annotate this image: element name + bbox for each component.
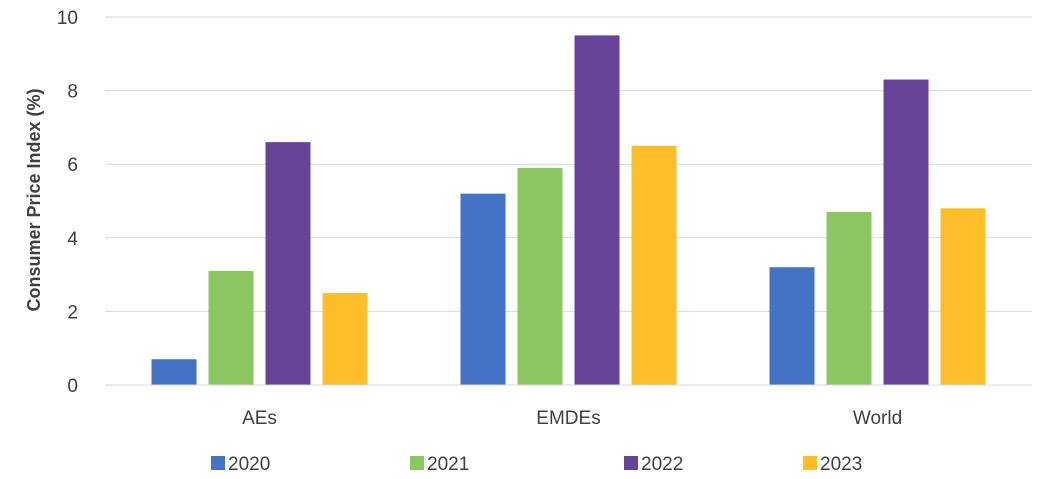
x-axis-categories: AEs EMDEs World xyxy=(242,408,902,429)
bar-aes-2022 xyxy=(265,142,311,385)
bar-world-2022 xyxy=(883,79,929,385)
legend: 2020 2021 2022 2023 xyxy=(211,454,862,475)
bar-aes-2023 xyxy=(322,293,368,385)
x-category-label: World xyxy=(853,408,902,429)
y-tick-label: 8 xyxy=(67,82,78,103)
y-axis-ticks: 0 2 4 6 8 10 xyxy=(57,8,79,397)
y-tick-label: 0 xyxy=(67,376,78,397)
bar-world-2023 xyxy=(940,208,986,385)
legend-label-2020: 2020 xyxy=(228,454,270,475)
legend-label-2022: 2022 xyxy=(641,454,683,475)
bar-aes-2020 xyxy=(151,359,197,385)
bar-emdes-2023 xyxy=(631,145,677,385)
gridlines xyxy=(105,16,1032,312)
legend-swatch-2021 xyxy=(410,456,424,470)
bar-emdes-2020 xyxy=(460,193,506,385)
legend-label-2021: 2021 xyxy=(427,454,469,475)
bar-world-2020 xyxy=(769,267,815,385)
legend-swatch-2023 xyxy=(803,456,817,470)
x-category-label: EMDEs xyxy=(536,408,600,429)
legend-swatch-2022 xyxy=(624,456,638,470)
y-tick-label: 2 xyxy=(67,302,78,323)
bars xyxy=(151,35,986,386)
y-tick-label: 6 xyxy=(67,155,78,176)
legend-swatch-2020 xyxy=(211,456,225,470)
bar-emdes-2022 xyxy=(574,35,620,386)
y-tick-label: 4 xyxy=(67,229,78,250)
y-tick-label: 10 xyxy=(57,8,78,29)
legend-label-2023: 2023 xyxy=(820,454,862,475)
bar-world-2021 xyxy=(826,212,872,385)
y-axis-label: Consumer Price Index (%) xyxy=(24,88,44,311)
bar-aes-2021 xyxy=(208,270,254,385)
x-category-label: AEs xyxy=(242,408,277,429)
bar-emdes-2021 xyxy=(517,167,563,385)
